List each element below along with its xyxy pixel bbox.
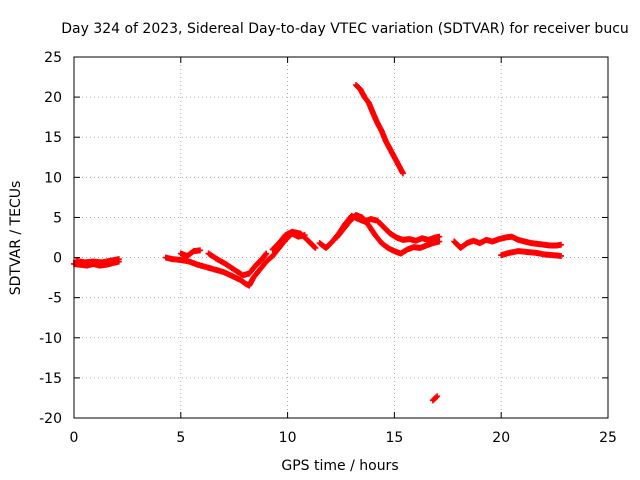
x-tick-label: 5 bbox=[176, 430, 185, 446]
data-point bbox=[399, 170, 406, 177]
data-segment bbox=[73, 256, 122, 266]
data-segment bbox=[352, 82, 406, 177]
data-segment bbox=[498, 248, 565, 259]
data-segment bbox=[269, 228, 319, 253]
data-segment bbox=[205, 250, 270, 279]
data-point bbox=[558, 241, 565, 248]
y-tick-label: -15 bbox=[39, 371, 62, 387]
grid bbox=[73, 56, 609, 419]
y-tick-label: -20 bbox=[39, 411, 62, 427]
axis-ticks: 0 5 10 15 20 25 -20 -15 -10 -5 0 5 10 15 20 25 bbox=[39, 50, 617, 446]
data-segment bbox=[333, 212, 443, 257]
x-axis-label: GPS time / hours bbox=[281, 458, 398, 474]
data-marks bbox=[71, 82, 565, 404]
x-tick-label: 15 bbox=[385, 430, 403, 446]
x-tick-label: 25 bbox=[599, 430, 617, 446]
y-tick-label: 20 bbox=[44, 90, 62, 106]
x-tick-label: 10 bbox=[279, 430, 297, 446]
data-point bbox=[312, 244, 319, 251]
data-point bbox=[311, 244, 318, 251]
y-axis-label: SDTVAR / TECUs bbox=[8, 181, 24, 296]
data-segment bbox=[177, 247, 204, 259]
data-point bbox=[263, 250, 270, 257]
x-tick-label: 0 bbox=[70, 430, 79, 446]
data-segment bbox=[429, 393, 441, 404]
y-tick-label: -5 bbox=[48, 291, 62, 307]
data-point bbox=[434, 393, 441, 400]
y-tick-label: 5 bbox=[53, 210, 62, 226]
y-tick-label: 25 bbox=[44, 50, 62, 66]
data-point bbox=[262, 251, 269, 258]
data-point bbox=[115, 256, 122, 263]
data-point bbox=[558, 252, 565, 259]
y-tick-label: -10 bbox=[39, 331, 62, 347]
data-point bbox=[197, 247, 204, 254]
data-point bbox=[433, 394, 440, 401]
y-tick-label: 0 bbox=[53, 251, 62, 267]
x-tick-label: 20 bbox=[492, 430, 510, 446]
plot-frame bbox=[73, 56, 609, 419]
data-segment bbox=[451, 233, 565, 251]
y-tick-label: 10 bbox=[44, 170, 62, 186]
data-point bbox=[436, 238, 443, 245]
data-segment bbox=[162, 230, 308, 289]
chart-title: Day 324 of 2023, Sidereal Day-to-day VTE… bbox=[61, 21, 629, 37]
y-tick-label: 15 bbox=[44, 130, 62, 146]
